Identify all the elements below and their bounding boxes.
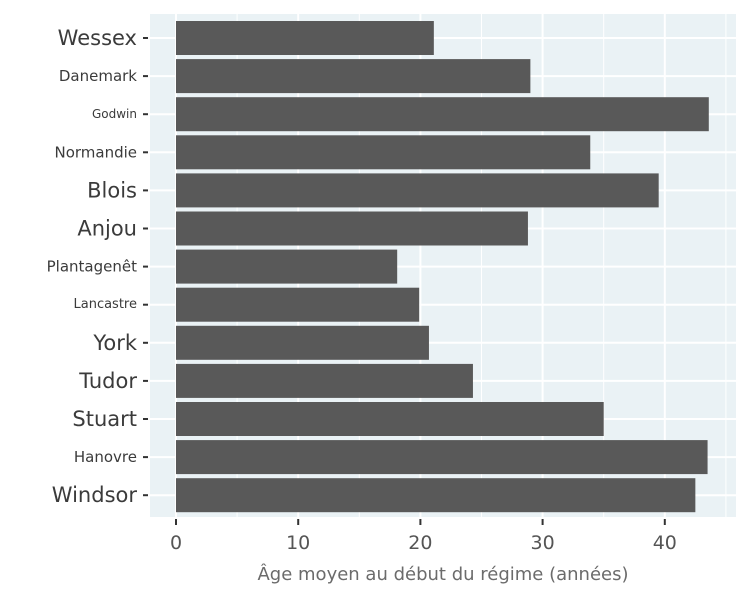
y-tick-label: Plantagenêt: [47, 258, 137, 276]
y-axis: Wessex Danemark Godwin Normandie Blois Anjou P…: [47, 26, 148, 507]
y-tick-label: Blois: [87, 178, 137, 202]
x-tick-label: 20: [408, 532, 432, 554]
y-tick-label: Tudor: [78, 369, 137, 393]
y-tick-label: Normandie: [54, 143, 137, 161]
x-tick-label: 30: [531, 532, 555, 554]
y-tick-label: Lancastre: [74, 297, 138, 312]
y-tick-label: Anjou: [77, 217, 137, 241]
y-tick-label: Stuart: [72, 407, 137, 431]
bar: [176, 440, 708, 475]
bar: [176, 478, 696, 513]
bar: [176, 325, 429, 360]
bar: [176, 97, 709, 132]
bar: [176, 363, 473, 398]
y-tick-label: Wessex: [58, 26, 137, 50]
bar: [176, 59, 531, 94]
bar: [176, 402, 604, 436]
bar: [176, 135, 591, 170]
x-tick-label: 10: [286, 532, 310, 554]
bars-group: [176, 21, 709, 513]
y-tick-label: Godwin: [92, 107, 137, 121]
y-tick-label: Windsor: [52, 483, 138, 507]
y-tick-label: Danemark: [59, 67, 137, 85]
bar: [176, 287, 420, 322]
x-tick-label: 0: [170, 532, 182, 554]
x-tick-label: 40: [653, 532, 677, 554]
y-tick-label: York: [92, 331, 138, 355]
y-tick-label: Hanovre: [74, 448, 137, 466]
bar: [176, 249, 398, 284]
bar: [176, 211, 528, 246]
x-axis-title: Âge moyen au début du régime (années): [257, 563, 628, 585]
bar: [176, 173, 659, 208]
bar: [176, 21, 434, 55]
x-axis: 0 10 20 30 40: [170, 519, 677, 554]
